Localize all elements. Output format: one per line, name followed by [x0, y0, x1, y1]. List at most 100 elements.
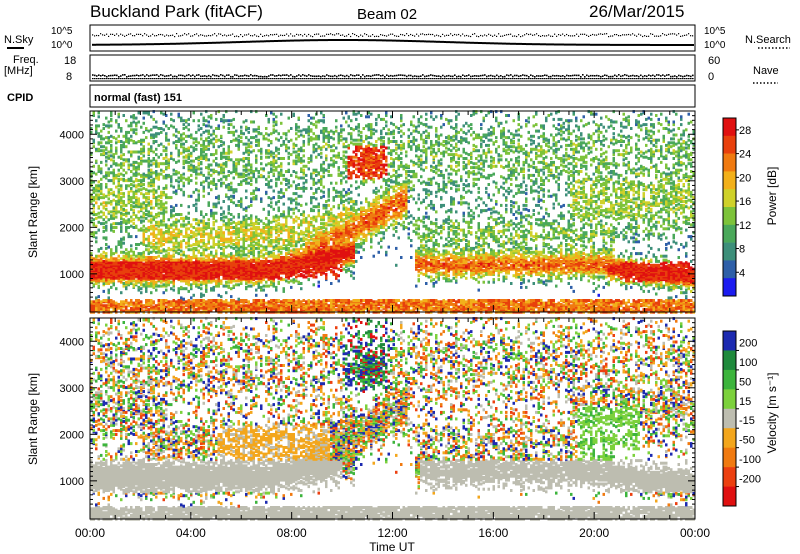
power-cell — [148, 256, 151, 259]
nsky-point — [334, 39, 336, 41]
power-cell — [240, 180, 243, 183]
nave-point — [614, 78, 616, 79]
power-cell — [190, 223, 193, 226]
power-cell — [148, 152, 151, 155]
power-cell — [200, 235, 203, 238]
power-cell — [250, 227, 253, 230]
freq-point — [430, 74, 432, 76]
power-cell — [130, 244, 133, 247]
nsearch-point — [102, 34, 103, 35]
nave-point — [440, 78, 442, 79]
freq-point — [520, 75, 522, 77]
freq-point — [290, 74, 292, 76]
freq-point — [454, 74, 456, 76]
nsky-point — [582, 44, 584, 46]
nsky-point — [350, 39, 352, 41]
power-cell — [190, 244, 193, 247]
nsky-point — [160, 43, 162, 45]
power-cell — [198, 156, 201, 159]
freq-point — [638, 76, 640, 78]
nsky-point — [686, 44, 688, 46]
nsky-point — [294, 40, 296, 42]
power-cell — [188, 212, 191, 215]
power-cell — [123, 141, 126, 144]
power-cell — [225, 178, 228, 181]
power-cell — [248, 143, 251, 146]
freq-point — [348, 76, 350, 78]
power-cell — [120, 257, 123, 260]
nave-point — [404, 78, 406, 79]
power-cell — [210, 117, 213, 120]
power-cell — [255, 216, 258, 219]
nsearch-point — [308, 34, 309, 35]
nave-point — [656, 78, 658, 79]
power-cell — [253, 222, 256, 225]
freq-point — [470, 76, 472, 78]
beam-label: Beam 02 — [357, 6, 417, 23]
power-cell — [168, 166, 171, 169]
power-cell — [125, 299, 128, 302]
power-cell — [105, 183, 108, 186]
power-cell — [120, 149, 123, 152]
power-cell — [215, 235, 218, 238]
power-cell — [170, 240, 173, 243]
nave-point — [96, 78, 98, 79]
power-cell — [245, 143, 248, 146]
freq-point — [254, 75, 256, 77]
nsearch-point — [246, 34, 247, 35]
power-cell — [113, 207, 116, 210]
freq-point — [516, 75, 518, 77]
power-cell — [250, 197, 253, 200]
freq-point — [602, 75, 604, 77]
power-cell — [105, 136, 108, 139]
freq-point — [358, 74, 360, 76]
power-cell — [103, 251, 106, 254]
power-cell — [105, 216, 108, 219]
nave-point — [328, 78, 330, 79]
nave-point — [558, 78, 560, 79]
nave-point — [616, 78, 618, 79]
power-cell — [248, 131, 251, 134]
power-cell — [103, 236, 106, 239]
freq-point — [138, 75, 140, 77]
power-cell — [110, 226, 113, 229]
freq-point — [192, 74, 194, 76]
power-cell — [248, 205, 251, 208]
power-cell — [173, 173, 176, 176]
nave-point — [602, 78, 604, 79]
nave-point — [222, 78, 224, 79]
nsky-point — [398, 40, 400, 42]
power-cell — [193, 226, 196, 229]
power-cell — [258, 299, 261, 302]
nsearch-point — [570, 35, 571, 36]
power-cell — [178, 248, 181, 251]
nsky-point — [134, 43, 136, 45]
power-cell — [98, 132, 101, 135]
power-cell — [240, 158, 243, 161]
power-cell — [143, 175, 146, 178]
power-cell — [190, 145, 193, 148]
freq-point — [672, 76, 674, 78]
nave-point — [332, 78, 334, 79]
power-cell — [223, 126, 226, 129]
nave-point — [450, 78, 452, 79]
power-cell — [225, 255, 228, 258]
power-cell — [98, 190, 101, 193]
freq-point — [242, 75, 244, 77]
nsearch-point — [580, 34, 581, 35]
power-cell — [175, 300, 178, 303]
power-cell — [125, 204, 128, 207]
power-cell — [220, 236, 223, 239]
power-cell — [103, 149, 106, 152]
power-cell — [158, 144, 161, 147]
power-cell — [250, 259, 253, 262]
power-cell — [215, 230, 218, 233]
freq-point — [604, 74, 606, 76]
power-cell — [168, 230, 171, 233]
power-cell — [148, 238, 151, 241]
power-cell — [163, 170, 166, 173]
nsearch-point — [154, 35, 155, 36]
power-cell — [170, 226, 173, 229]
freq-point — [490, 75, 492, 77]
power-cell — [250, 177, 253, 180]
